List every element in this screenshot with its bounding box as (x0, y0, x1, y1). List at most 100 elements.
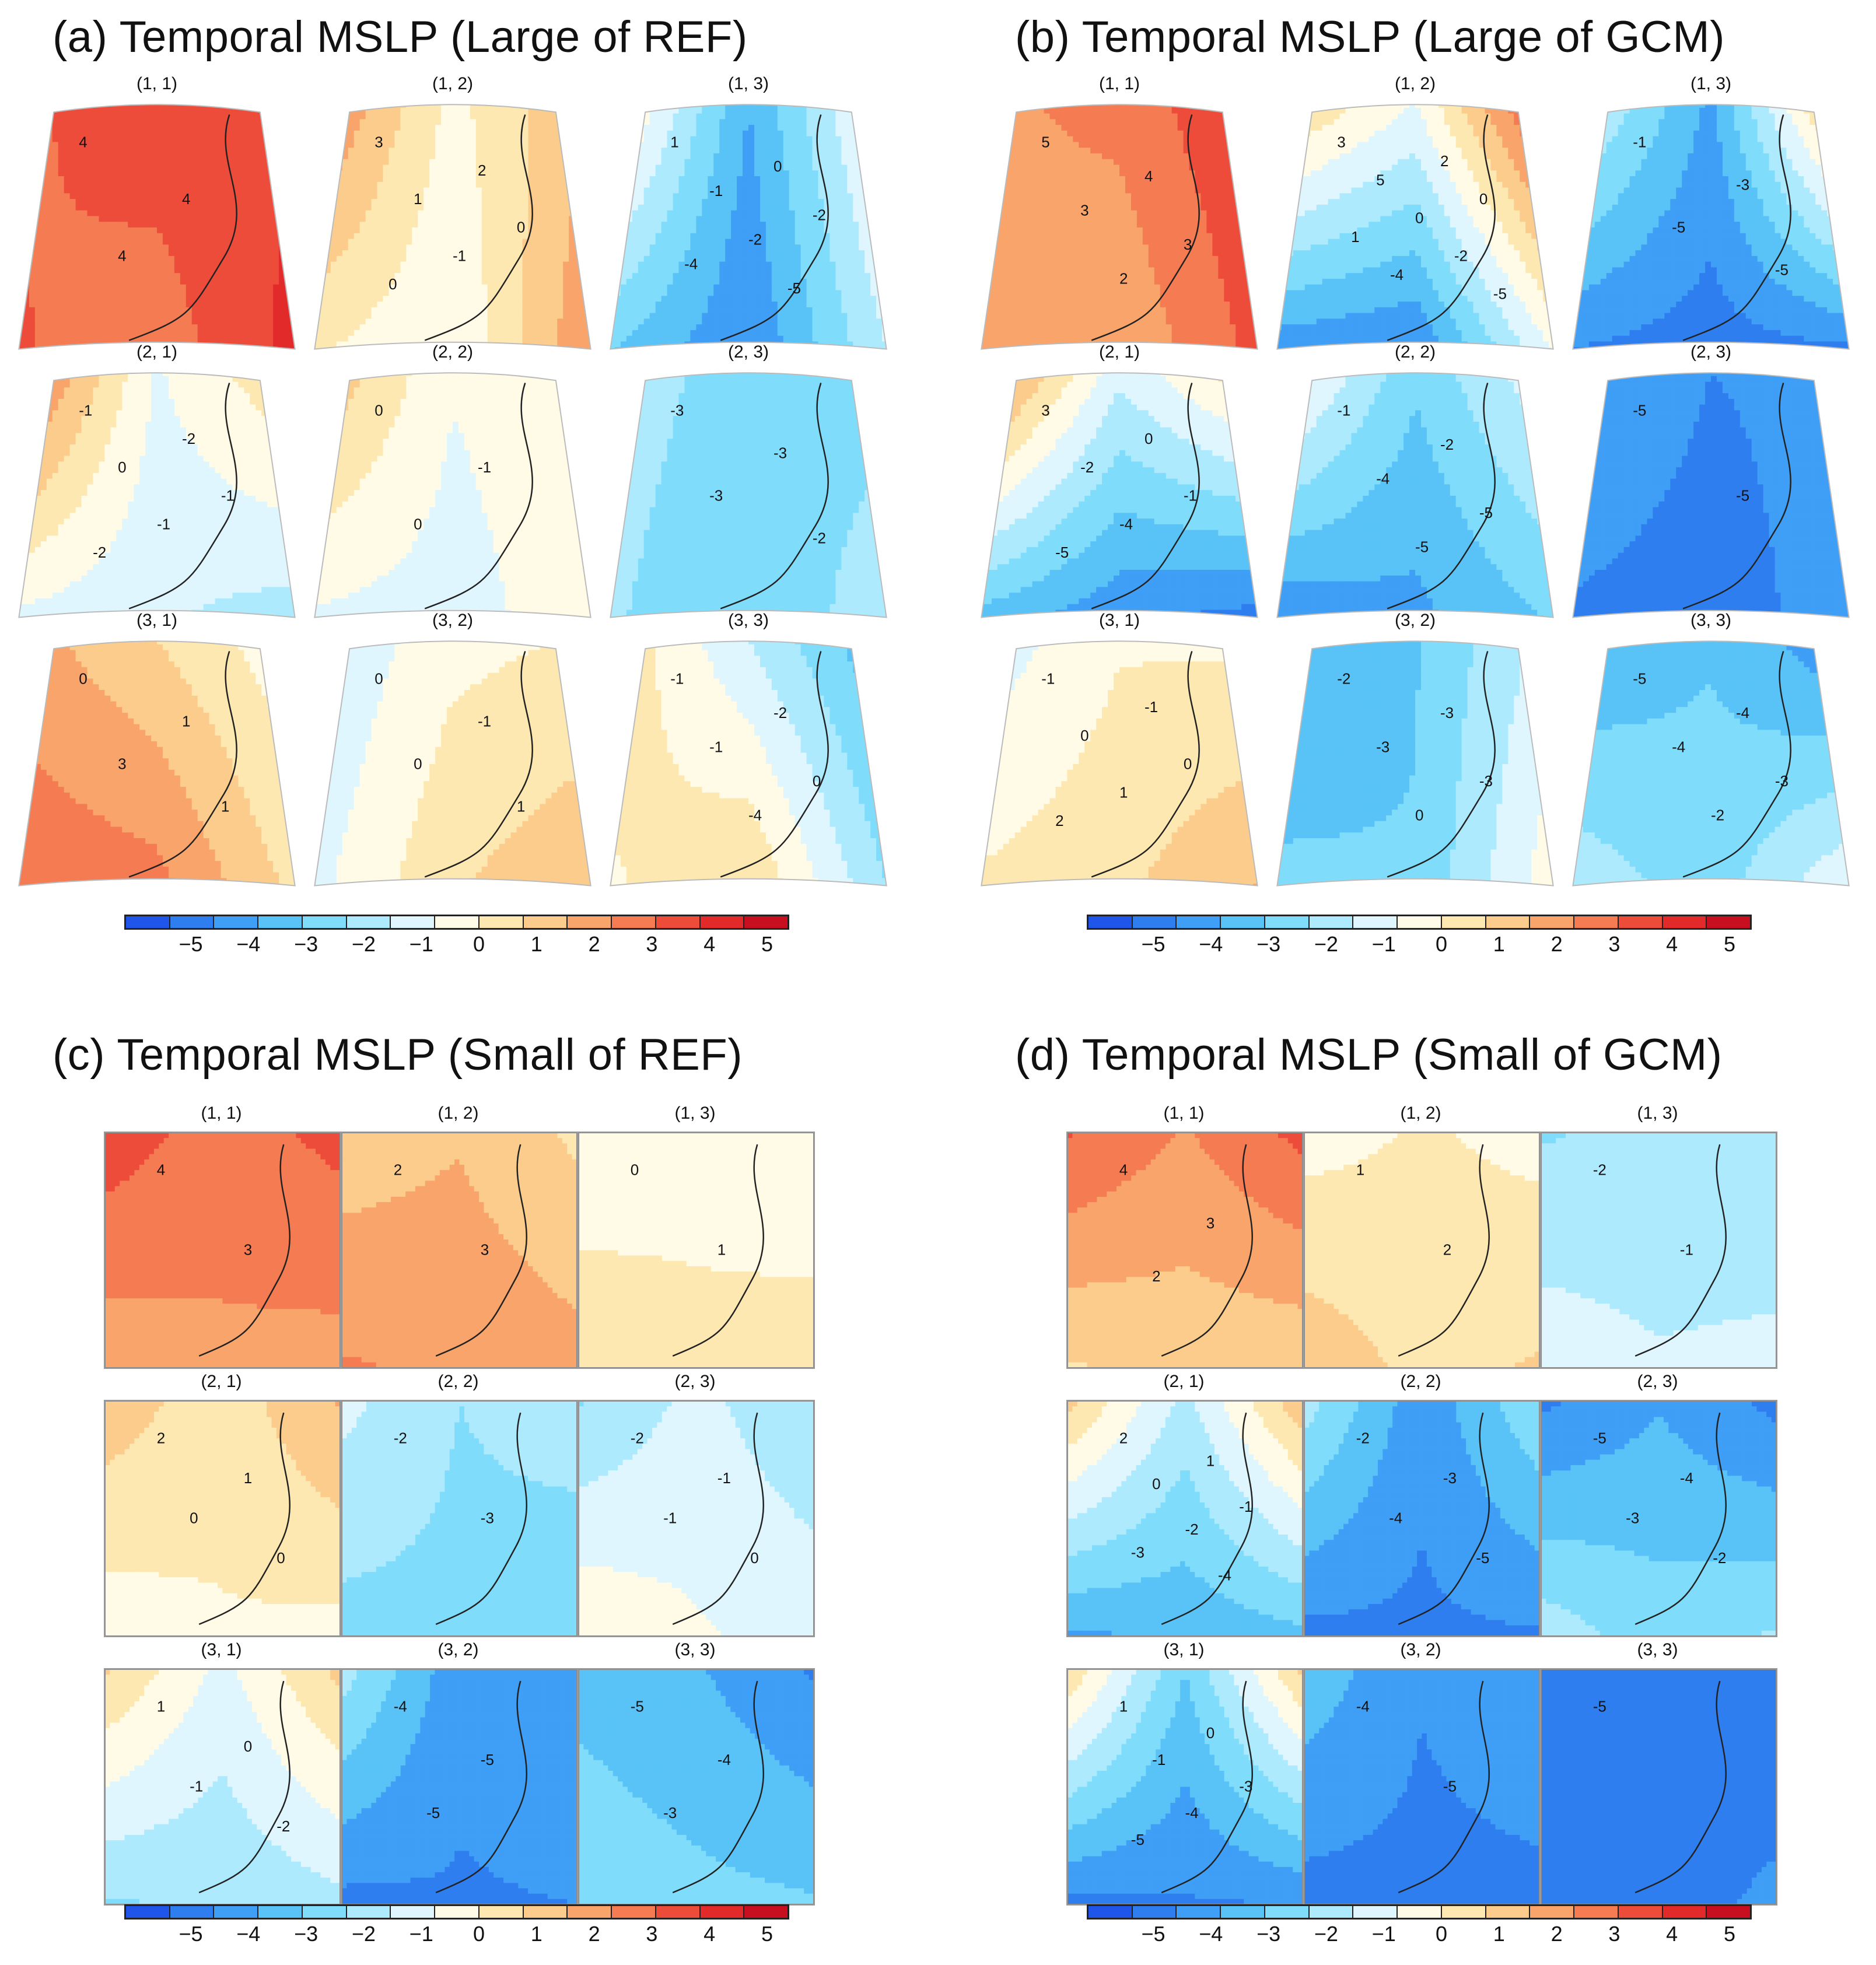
contour-label: -5 (1415, 538, 1429, 555)
contour-label: -3 (670, 401, 684, 419)
contour-map: 2 1 0 -1 -2 -3 -4 (1066, 1400, 1304, 1637)
contour-label: -4 (1185, 1804, 1199, 1822)
contour-label: -5 (1672, 219, 1685, 236)
contour-label: 0 (414, 755, 422, 773)
cell-label: (2, 2) (313, 342, 592, 362)
contour-label: -2 (813, 530, 826, 547)
colorbar-swatch (1574, 1906, 1619, 1918)
contour-label: -4 (1218, 1566, 1231, 1584)
colorbar-a: −5 −4 −3 −2 −1 0 1 2 3 4 5 (124, 915, 789, 961)
map-cell-c-3-2: (3, 2) -4 -5 -5 (341, 1639, 576, 1903)
map-cell-a-1-3: (1, 3) 1 0 -1 -2 -2 -4 -5 (609, 73, 888, 353)
contour-map-svg: 12 (1304, 1133, 1539, 1368)
contour-map-svg: -1-2-10-4 (609, 639, 888, 889)
colorbar-swatch (1574, 916, 1619, 928)
contour-label: -2 (1356, 1430, 1370, 1447)
contour-label: 2 (1443, 1241, 1451, 1259)
contour-label: 0 (244, 1738, 252, 1755)
colorbar-swatch (1707, 1906, 1750, 1918)
contour-label: 0 (388, 275, 397, 293)
colorbar-swatch (435, 916, 480, 928)
map-cell-a-2-3: (2, 3) -3 -3 -3 -2 (609, 341, 888, 621)
cell-label: (2, 2) (1303, 1372, 1538, 1392)
colorbar-swatches (124, 915, 789, 930)
colorbar-tick-label: 0 (473, 1922, 485, 1946)
colorbar-swatch (1221, 1906, 1265, 1918)
contour-label: -1 (478, 458, 491, 476)
panel-title-b: (b) Temporal MSLP (Large of GCM) (1015, 12, 1725, 62)
cell-label: (3, 1) (104, 1640, 339, 1660)
contour-map: -2 -1 -1 0 (578, 1400, 815, 1637)
colorbar-tick-label: −2 (1314, 932, 1338, 957)
cell-label: (2, 1) (18, 342, 296, 362)
contour-label: 2 (394, 1161, 402, 1179)
contour-map: -2 -3 -4 -5 (1303, 1400, 1541, 1637)
colorbar-swatch (480, 916, 524, 928)
colorbar-tick-label: −4 (1199, 1922, 1223, 1946)
contour-map: -4 -5 (1303, 1668, 1541, 1906)
contour-label: 5 (1041, 133, 1049, 150)
contour-label: -3 (1626, 1509, 1639, 1527)
colorbar-tick-label: 0 (1436, 932, 1447, 957)
contour-label: -4 (1356, 1698, 1370, 1715)
map-cell-c-1-3: (1, 3) 0 1 (578, 1102, 813, 1367)
map-cell-d-3-2: (3, 2) -4 -5 (1303, 1639, 1538, 1903)
cell-label: (1, 3) (609, 74, 888, 94)
cell-label: (1, 2) (313, 74, 592, 94)
contour-label: -3 (1479, 772, 1493, 790)
contour-map: 1 0 -1 -2 -2 -4 -5 (609, 102, 888, 353)
map-cell-d-1-3: (1, 3) -2 -1 (1540, 1102, 1775, 1367)
colorbar-swatch (701, 916, 745, 928)
colorbar-swatch (524, 916, 568, 928)
colorbar-d: −5 −4 −3 −2 −1 0 1 2 3 4 5 (1087, 1904, 1752, 1951)
contour-label: 2 (1055, 812, 1063, 829)
map-cell-a-2-1: (2, 1) -1 -2 0 -1 -1 -2 (18, 341, 296, 621)
colorbar-tick-label: 4 (704, 1922, 715, 1946)
colorbar-b: −5 −4 −3 −2 −1 0 1 2 3 4 5 (1087, 915, 1752, 961)
contour-map-svg: 0-101 (313, 639, 592, 889)
contour-map-svg: -4-5-5 (342, 1669, 577, 1904)
colorbar-swatch (1619, 1906, 1663, 1918)
colorbar-tick-label: −3 (1256, 1922, 1280, 1946)
map-cell-c-2-3: (2, 3) -2 -1 -1 0 (578, 1371, 813, 1635)
contour-map-svg: -2-3-3-30 (1276, 639, 1555, 889)
contour-map: -5 -5 (1572, 370, 1850, 621)
colorbar-swatch (258, 1906, 303, 1918)
colorbar-tick-label: −3 (294, 932, 318, 957)
contour-map: -2 -3 -3 -3 0 (1276, 639, 1555, 889)
cell-label: (2, 1) (104, 1372, 339, 1392)
colorbar-swatch (258, 916, 303, 928)
cell-label: (2, 3) (1572, 342, 1850, 362)
contour-map-svg: -5-4-4-3-2 (1572, 639, 1850, 889)
contour-label: -5 (481, 1751, 494, 1768)
contour-label: -5 (788, 279, 801, 297)
contour-map-svg: -5 (1541, 1669, 1776, 1904)
contour-label: -3 (481, 1509, 494, 1527)
colorbar-tick-label: −4 (236, 1922, 260, 1946)
contour-label: 0 (414, 515, 422, 533)
colorbar-swatch (303, 916, 347, 928)
map-cell-a-1-2: (1, 2) 3 2 1 0 -1 0 (313, 73, 592, 353)
colorbar-tick-label: −2 (352, 932, 376, 957)
contour-label: 0 (374, 401, 383, 419)
contour-label: -1 (670, 670, 684, 687)
contour-label: -2 (1454, 247, 1468, 264)
colorbar-tick-label: −1 (1372, 1922, 1396, 1946)
contour-label: 0 (1080, 727, 1088, 744)
colorbar-tick-label: 2 (589, 1922, 600, 1946)
contour-label: 1 (244, 1469, 252, 1487)
contour-label: 0 (190, 1509, 198, 1527)
colorbar-tick-label: 3 (646, 932, 657, 957)
colorbar-swatch (1088, 916, 1133, 928)
colorbar-swatch (524, 1906, 568, 1918)
contour-label: 4 (1144, 167, 1153, 185)
contour-label: 2 (1440, 152, 1448, 170)
panel-title-a: (a) Temporal MSLP (Large of REF) (52, 12, 748, 62)
contour-map-svg: -4-5 (1304, 1669, 1539, 1904)
colorbar-tick-label: 3 (1608, 1922, 1620, 1946)
contour-label: 3 (244, 1241, 252, 1259)
cell-label: (3, 2) (341, 1640, 576, 1660)
